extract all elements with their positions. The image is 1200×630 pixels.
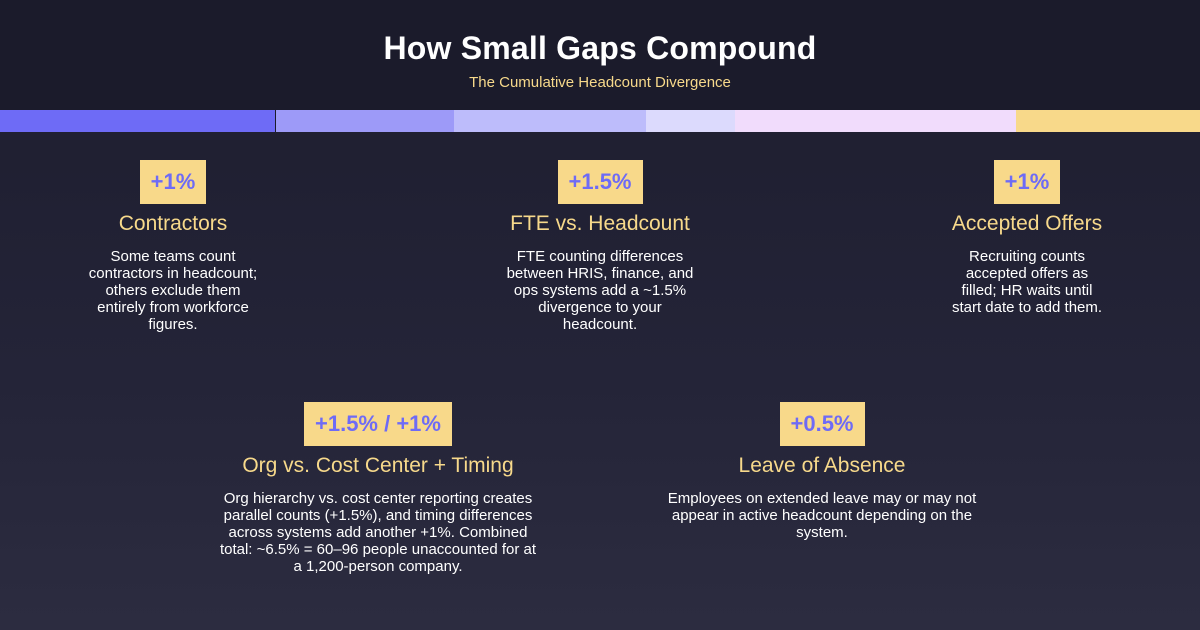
percentage-badge: +1% [139,160,207,204]
card-org-vs-cost-center: +1.5% / +1% Org vs. Cost Center + Timing… [208,402,548,575]
card-description: Recruiting counts accepted offers as fil… [951,248,1103,316]
bar-segment-5 [735,110,1016,132]
bar-segment-1 [0,110,276,132]
card-description: Org hierarchy vs. cost center reporting … [219,490,537,575]
bar-segment-4 [646,110,735,132]
percentage-badge: +1% [993,160,1061,204]
header: How Small Gaps Compound The Cumulative H… [0,0,1200,110]
card-accepted-offers: +1% Accepted Offers Recruiting counts ac… [927,160,1127,316]
card-description: Employees on extended leave may or may n… [667,490,977,541]
bar-segment-2 [276,110,454,132]
card-title: Accepted Offers [951,212,1103,235]
card-title: Contractors [118,212,228,235]
bar-segment-3 [454,110,646,132]
card-title: Leave of Absence [738,454,906,477]
bar-segment-6 [1016,110,1200,132]
page-title: How Small Gaps Compound [383,30,817,66]
card-contractors: +1% Contractors Some teams count contrac… [83,160,263,333]
card-fte-vs-headcount: +1.5% FTE vs. Headcount FTE counting dif… [470,160,730,333]
color-segment-bar [0,110,1200,132]
percentage-badge: +1.5% / +1% [304,402,452,446]
card-leave-of-absence: +0.5% Leave of Absence Employees on exte… [662,402,982,541]
percentage-badge: +1.5% [557,160,643,204]
percentage-badge: +0.5% [779,402,865,446]
card-description: Some teams count contractors in headcoun… [88,248,258,333]
page-subtitle: The Cumulative Headcount Divergence [469,74,731,91]
card-description: FTE counting differences between HRIS, f… [506,248,694,333]
card-title: FTE vs. Headcount [510,212,690,235]
card-title: Org vs. Cost Center + Timing [242,454,514,477]
